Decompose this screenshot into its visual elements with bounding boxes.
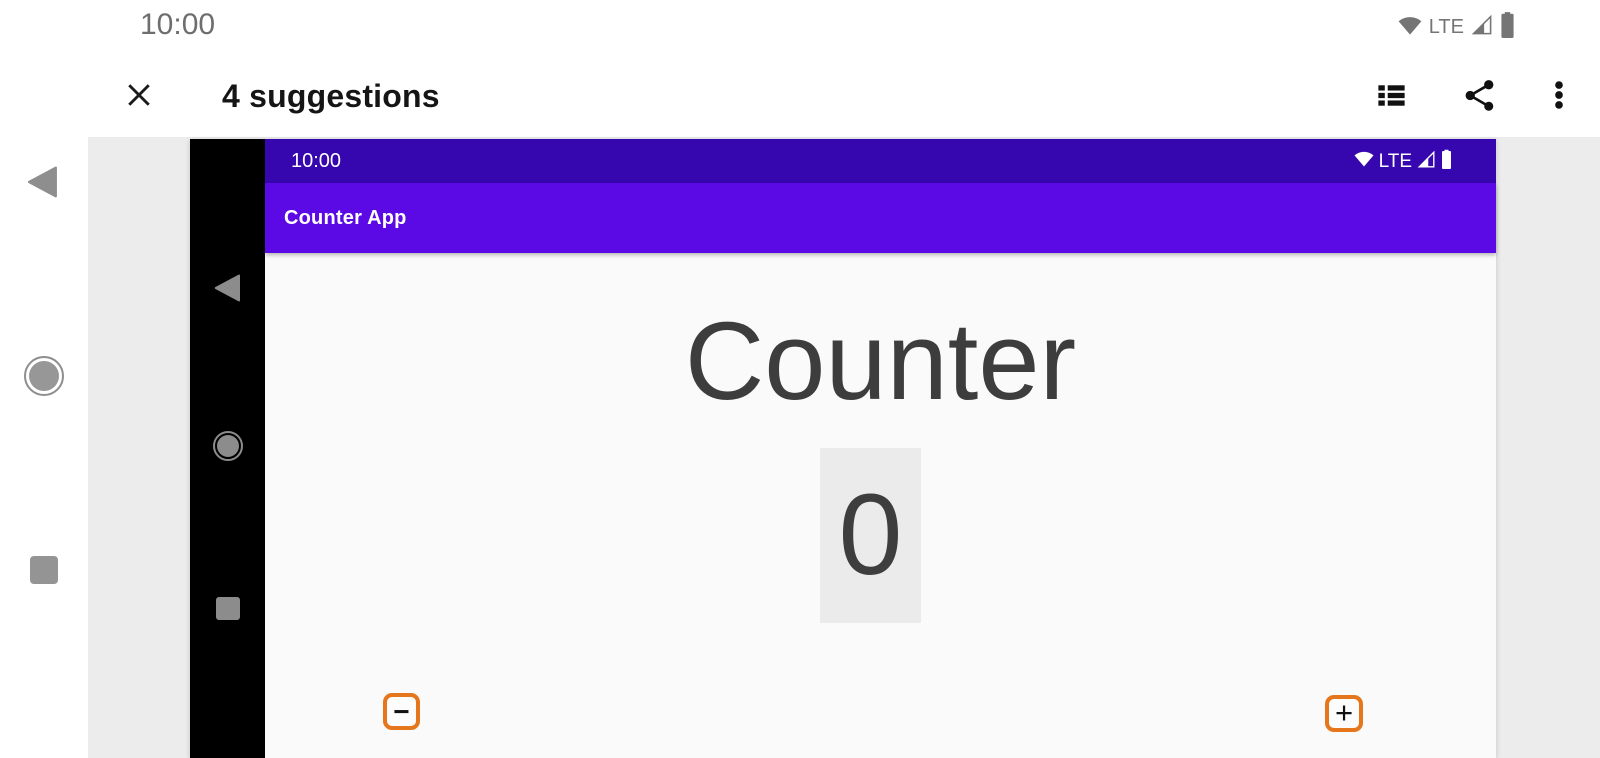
screenshot-status-icons: LTE bbox=[1354, 149, 1453, 174]
back-button[interactable] bbox=[26, 166, 58, 200]
close-button[interactable] bbox=[121, 78, 157, 114]
app-bar-title: Counter App bbox=[284, 206, 407, 229]
home-button[interactable] bbox=[24, 356, 64, 396]
share-button[interactable] bbox=[1461, 77, 1498, 117]
counter-value: 0 bbox=[838, 471, 903, 599]
counter-heading: Counter bbox=[684, 300, 1077, 423]
wifi-icon bbox=[1354, 150, 1374, 172]
screenshot-back-icon bbox=[214, 274, 240, 307]
decrement-button: − bbox=[383, 693, 420, 730]
battery-icon bbox=[1440, 149, 1453, 174]
network-type-label: LTE bbox=[1378, 150, 1412, 172]
screenshot-app-bar: Counter App bbox=[265, 183, 1496, 253]
back-icon bbox=[27, 166, 57, 201]
list-view-button[interactable] bbox=[1374, 78, 1409, 116]
overflow-menu-button[interactable] bbox=[1542, 78, 1576, 115]
home-icon bbox=[29, 361, 59, 391]
screenshot-nav-bar bbox=[190, 139, 265, 758]
screenshot-app-content: Counter 0 − + bbox=[265, 253, 1496, 758]
more-vert-icon bbox=[1542, 81, 1576, 115]
signal-icon bbox=[1471, 14, 1492, 40]
screenshot-recents-icon bbox=[216, 597, 240, 620]
screenshot-status-bar: 10:00 LTE bbox=[265, 139, 1496, 183]
share-icon bbox=[1461, 80, 1498, 117]
device-status-icons: LTE bbox=[1398, 12, 1516, 42]
page-title: 4 suggestions bbox=[222, 78, 440, 114]
screenshot-clock: 10:00 bbox=[291, 150, 342, 172]
increment-button: + bbox=[1325, 695, 1363, 732]
signal-icon bbox=[1417, 150, 1435, 173]
counter-value-box: 0 bbox=[820, 448, 921, 623]
list-icon bbox=[1374, 85, 1409, 116]
recents-button[interactable] bbox=[30, 556, 58, 584]
battery-icon bbox=[1499, 11, 1516, 43]
screenshot-home-icon bbox=[213, 431, 243, 461]
wifi-icon bbox=[1398, 15, 1422, 40]
close-icon bbox=[124, 80, 154, 113]
device-clock: 10:00 bbox=[140, 8, 216, 41]
network-type-label: LTE bbox=[1428, 16, 1464, 38]
screenshot-preview[interactable]: 10:00 LTE Counter App Counter 0 − + bbox=[190, 139, 1496, 758]
